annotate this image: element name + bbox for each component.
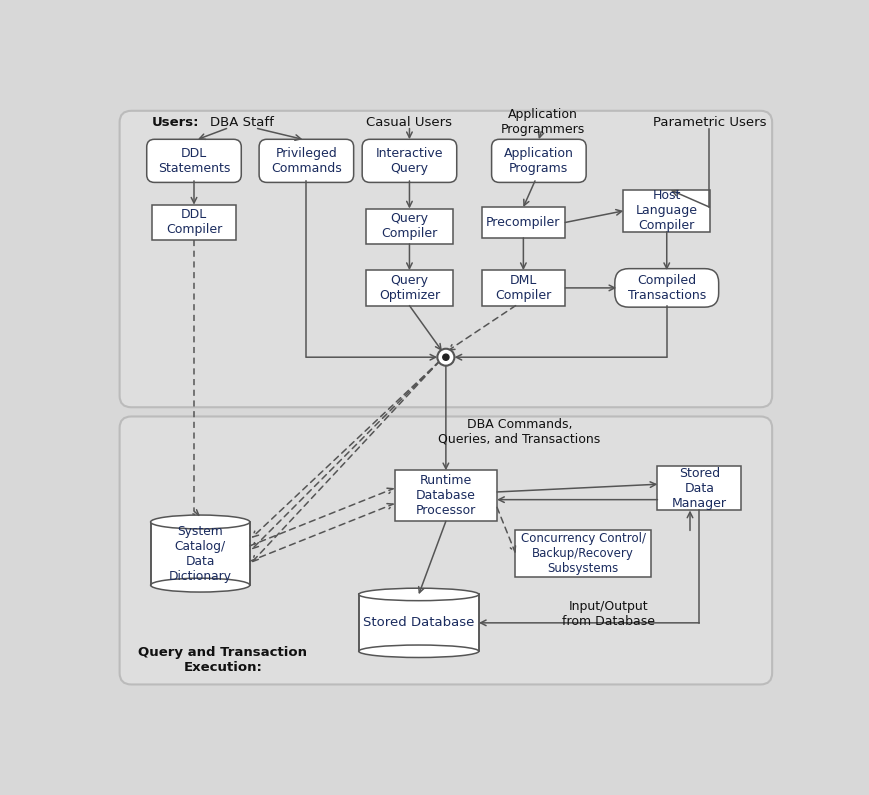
Ellipse shape bbox=[150, 578, 249, 592]
FancyBboxPatch shape bbox=[481, 207, 565, 238]
Bar bbox=[150, 522, 249, 585]
Text: Query
Optimizer: Query Optimizer bbox=[379, 274, 440, 302]
FancyBboxPatch shape bbox=[657, 466, 740, 510]
Text: Query and Transaction
Execution:: Query and Transaction Execution: bbox=[138, 646, 307, 674]
FancyBboxPatch shape bbox=[119, 111, 772, 407]
FancyBboxPatch shape bbox=[119, 417, 772, 684]
FancyBboxPatch shape bbox=[366, 208, 453, 244]
FancyBboxPatch shape bbox=[514, 530, 650, 576]
FancyBboxPatch shape bbox=[481, 270, 565, 305]
Text: Runtime
Database
Processor: Runtime Database Processor bbox=[415, 475, 475, 518]
Text: DDL
Statements: DDL Statements bbox=[157, 147, 230, 175]
Text: DBA Commands,
Queries, and Transactions: DBA Commands, Queries, and Transactions bbox=[438, 418, 600, 446]
FancyBboxPatch shape bbox=[362, 139, 456, 182]
Ellipse shape bbox=[358, 588, 478, 601]
FancyBboxPatch shape bbox=[366, 270, 453, 305]
Text: Application
Programmers: Application Programmers bbox=[500, 108, 584, 137]
Text: Parametric Users: Parametric Users bbox=[652, 116, 766, 129]
Text: Compiled
Transactions: Compiled Transactions bbox=[627, 274, 705, 302]
Text: Application
Programs: Application Programs bbox=[503, 147, 574, 175]
Text: Precompiler: Precompiler bbox=[486, 216, 560, 229]
FancyBboxPatch shape bbox=[491, 139, 586, 182]
Text: Input/Output
from Database: Input/Output from Database bbox=[561, 599, 654, 627]
FancyBboxPatch shape bbox=[147, 139, 241, 182]
Circle shape bbox=[442, 354, 448, 360]
Text: Privileged
Commands: Privileged Commands bbox=[270, 147, 342, 175]
FancyBboxPatch shape bbox=[259, 139, 353, 182]
Text: DML
Compiler: DML Compiler bbox=[494, 274, 551, 302]
Text: Host
Language
Compiler: Host Language Compiler bbox=[635, 189, 697, 232]
FancyBboxPatch shape bbox=[622, 190, 709, 232]
Text: Stored Database: Stored Database bbox=[362, 616, 474, 630]
Text: System
Catalog/
Data
Dictionary: System Catalog/ Data Dictionary bbox=[169, 525, 231, 583]
Ellipse shape bbox=[358, 645, 478, 657]
Text: Users:: Users: bbox=[151, 116, 199, 129]
Circle shape bbox=[437, 349, 454, 366]
FancyBboxPatch shape bbox=[614, 269, 718, 307]
Text: DBA Staff: DBA Staff bbox=[210, 116, 274, 129]
FancyBboxPatch shape bbox=[152, 205, 235, 240]
Text: Query
Compiler: Query Compiler bbox=[381, 212, 437, 240]
Bar bbox=[358, 595, 478, 651]
FancyBboxPatch shape bbox=[395, 471, 496, 522]
Text: Casual Users: Casual Users bbox=[366, 116, 452, 129]
Text: Interactive
Query: Interactive Query bbox=[375, 147, 442, 175]
Text: Concurrency Control/
Backup/Recovery
Subsystems: Concurrency Control/ Backup/Recovery Sub… bbox=[520, 532, 645, 575]
Ellipse shape bbox=[150, 515, 249, 529]
Text: DDL
Compiler: DDL Compiler bbox=[166, 208, 222, 236]
Text: Stored
Data
Manager: Stored Data Manager bbox=[671, 467, 726, 510]
